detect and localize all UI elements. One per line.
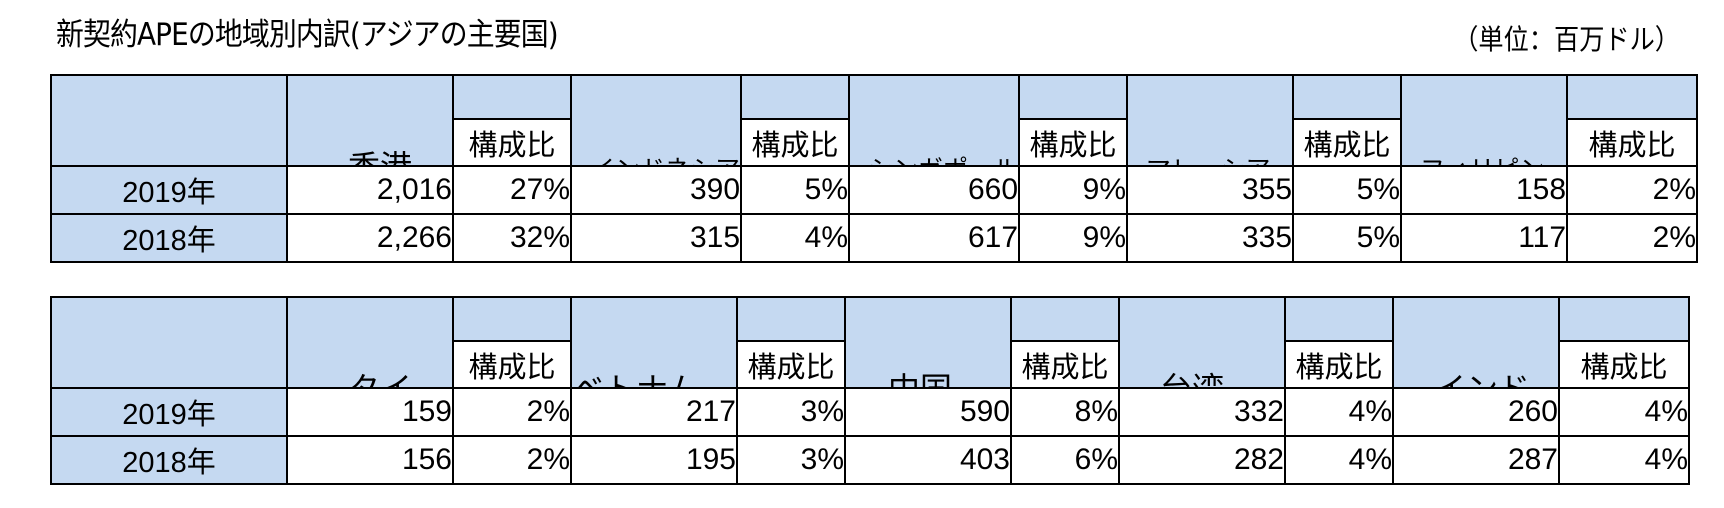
share-header: 構成比	[740, 118, 851, 167]
region-header: フィリピン	[1400, 74, 1569, 167]
region-header: インド	[1392, 296, 1560, 389]
value-cell: 660	[848, 165, 1021, 215]
region-header: 香港	[286, 74, 454, 167]
value-cell: 156	[286, 435, 454, 485]
value-cell: 617	[848, 213, 1021, 263]
table-row: 2019年 159 2% 217 3% 590 8% 332 4% 260 4%	[50, 387, 1690, 437]
value-cell: 159	[286, 387, 454, 437]
share-cell: 5%	[740, 165, 851, 215]
value-cell: 2,266	[286, 213, 454, 263]
value-cell: 355	[1126, 165, 1295, 215]
region-header: インドネシア	[569, 74, 743, 167]
year-label: 2019年	[50, 387, 288, 437]
share-cell: 5%	[1292, 213, 1403, 263]
share-cell: 27%	[452, 165, 572, 215]
share-header: 構成比	[452, 340, 572, 389]
share-cell: 2%	[1566, 213, 1699, 263]
year-label: 2018年	[50, 435, 288, 485]
region-header: 台湾	[1118, 296, 1286, 389]
value-cell: 332	[1118, 387, 1286, 437]
value-cell: 403	[844, 435, 1012, 485]
asia-table-2: タイ ベトナム 中国 台湾 インド 構成比 構成比 構成比 構成比 構成比 20…	[50, 296, 1690, 485]
share-cell: 3%	[736, 387, 846, 437]
share-header: 構成比	[1010, 340, 1120, 389]
value-cell: 195	[570, 435, 738, 485]
share-cell: 3%	[736, 435, 846, 485]
value-cell: 260	[1392, 387, 1560, 437]
asia-table-1: 香港 インドネシア シンガポール マレーシア フィリピン 構成比 構成比 構成比…	[50, 74, 1699, 263]
value-cell: 335	[1126, 213, 1295, 263]
value-cell: 158	[1400, 165, 1569, 215]
share-cell: 32%	[452, 213, 572, 263]
share-header: 構成比	[1284, 340, 1394, 389]
unit-label: （単位：百万ドル）	[1453, 23, 1680, 56]
share-header: 構成比	[736, 340, 846, 389]
share-header: 構成比	[1566, 118, 1699, 167]
table-row: 2018年 156 2% 195 3% 403 6% 282 4% 287 4%	[50, 435, 1690, 485]
share-cell: 4%	[1558, 435, 1690, 485]
share-header: 構成比	[1558, 340, 1690, 389]
value-cell: 282	[1118, 435, 1286, 485]
table-row: 2018年 2,266 32% 315 4% 617 9% 335 5% 117…	[50, 213, 1699, 263]
share-cell: 4%	[1284, 435, 1394, 485]
corner-cell	[50, 296, 288, 389]
share-cell: 4%	[740, 213, 851, 263]
value-cell: 315	[569, 213, 743, 263]
share-cell: 6%	[1010, 435, 1120, 485]
share-cell: 8%	[1010, 387, 1120, 437]
share-cell: 4%	[1558, 387, 1690, 437]
share-header: 構成比	[452, 118, 572, 167]
value-cell: 390	[569, 165, 743, 215]
share-cell: 2%	[452, 435, 572, 485]
share-cell: 2%	[452, 387, 572, 437]
year-label: 2019年	[50, 165, 288, 215]
share-cell: 2%	[1566, 165, 1699, 215]
table-row: 2019年 2,016 27% 390 5% 660 9% 355 5% 158…	[50, 165, 1699, 215]
value-cell: 2,016	[286, 165, 454, 215]
share-cell: 5%	[1292, 165, 1403, 215]
share-cell: 4%	[1284, 387, 1394, 437]
share-cell: 9%	[1018, 165, 1129, 215]
share-cell: 9%	[1018, 213, 1129, 263]
share-header: 構成比	[1292, 118, 1403, 167]
chart-title: 新契約APEの地域別内訳(アジアの主要国)	[56, 17, 559, 53]
share-header: 構成比	[1018, 118, 1129, 167]
value-cell: 117	[1400, 213, 1569, 263]
year-label: 2018年	[50, 213, 288, 263]
region-header: ベトナム	[570, 296, 738, 389]
corner-cell	[50, 74, 288, 167]
region-header: シンガポール	[848, 74, 1021, 167]
value-cell: 217	[570, 387, 738, 437]
region-header: 中国	[844, 296, 1012, 389]
value-cell: 287	[1392, 435, 1560, 485]
region-header: タイ	[286, 296, 454, 389]
value-cell: 590	[844, 387, 1012, 437]
region-header: マレーシア	[1126, 74, 1295, 167]
